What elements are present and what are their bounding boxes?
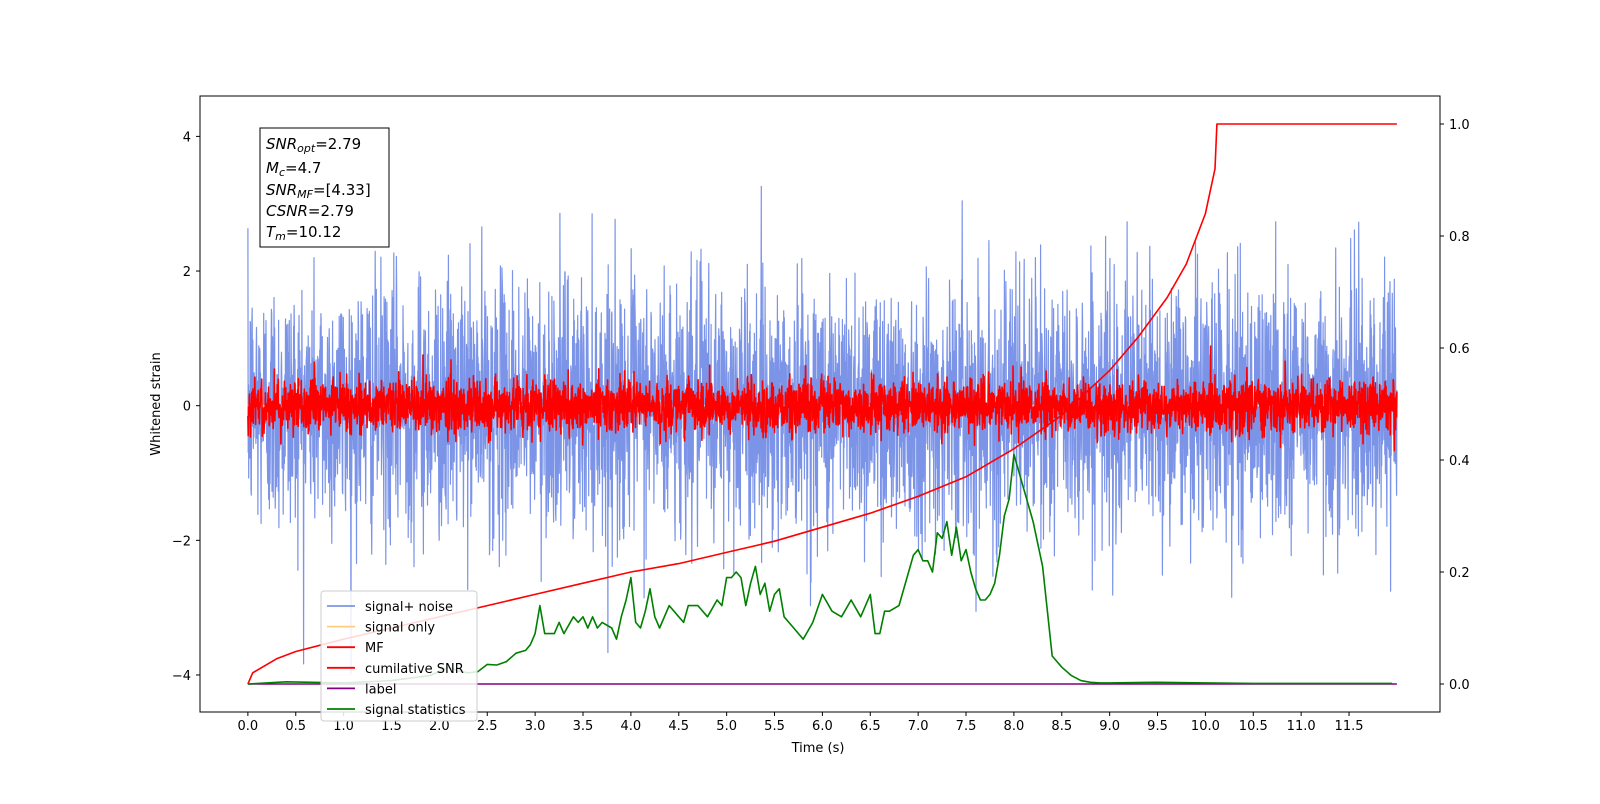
x-tick-label: 1.0 [333, 719, 354, 734]
info-tm: Tm=10.12 [266, 223, 341, 243]
x-tick-label: 10.5 [1239, 719, 1268, 734]
legend-label: signal statistics [365, 703, 466, 718]
info-box: SNRopt=2.79 Mc=4.7 SNRMF=[4.33] CSNR=2.7… [259, 127, 390, 248]
y-left-tick-label: 2 [183, 265, 191, 280]
x-tick-label: 3.5 [573, 719, 594, 734]
y-left-tick-label: 4 [183, 130, 191, 145]
x-tick-label: 11.0 [1287, 719, 1316, 734]
legend-label: label [365, 682, 396, 697]
y-axis-right-ticks: 0.0 0.2 0.4 0.6 0.8 1.0 [1440, 118, 1470, 693]
x-tick-label: 4.5 [668, 719, 689, 734]
info-csnr: CSNR=2.79 [266, 202, 354, 220]
y-right-tick-label: 1.0 [1449, 118, 1470, 133]
x-tick-label: 9.0 [1099, 719, 1120, 734]
info-box-frame [259, 127, 390, 248]
x-tick-label: 0.0 [238, 719, 259, 734]
x-tick-label: 6.5 [860, 719, 881, 734]
legend-label: MF [365, 641, 384, 656]
x-tick-label: 7.0 [908, 719, 929, 734]
axes-frame [199, 95, 1441, 713]
x-tick-label: 8.5 [1051, 719, 1072, 734]
x-tick-label: 5.5 [764, 719, 785, 734]
y-left-tick-label: −4 [172, 669, 191, 684]
x-tick-label: 8.0 [1004, 719, 1025, 734]
x-axis-ticks: 0.0 0.5 1.0 1.5 2.0 2.5 3.0 3.5 4.0 4.5 5.0 5.5 6.0 6… [238, 712, 1364, 734]
x-tick-label: 2.0 [429, 719, 450, 734]
y-right-tick-label: 0.6 [1449, 342, 1470, 357]
info-mc: Mc=4.7 [266, 159, 321, 179]
legend-label: signal+ noise [365, 600, 453, 615]
x-axis-label: Time (s) [791, 741, 845, 756]
x-tick-label: 0.5 [285, 719, 306, 734]
y-left-tick-label: −2 [172, 534, 191, 549]
legend-frame [320, 590, 478, 722]
y-right-tick-label: 0.8 [1449, 230, 1470, 245]
x-tick-label: 4.0 [621, 719, 642, 734]
info-snr-opt: SNRopt=2.79 [266, 135, 361, 155]
legend: signal+ noise signal only MF cumilative SNR… [320, 590, 478, 722]
y-right-tick-label: 0.4 [1449, 454, 1470, 469]
info-snr-mf: SNRMF=[4.33] [266, 181, 371, 201]
x-tick-label: 11.5 [1335, 719, 1364, 734]
x-tick-label: 5.0 [716, 719, 737, 734]
y-left-tick-label: 0 [183, 400, 191, 415]
y-right-tick-label: 0.2 [1449, 566, 1470, 581]
x-tick-label: 2.5 [477, 719, 498, 734]
y-axis-left-ticks: −4 −2 0 2 4 [172, 130, 200, 684]
x-tick-label: 7.5 [956, 719, 977, 734]
x-tick-label: 1.5 [381, 719, 402, 734]
y-right-tick-label: 0.0 [1449, 678, 1470, 693]
x-tick-label: 3.0 [525, 719, 546, 734]
series-line-signal-noise [247, 185, 1398, 675]
x-tick-label: 10.0 [1191, 719, 1220, 734]
series-line-mf [247, 345, 1398, 452]
x-tick-label: 6.0 [812, 719, 833, 734]
x-tick-label: 9.5 [1147, 719, 1168, 734]
series-line-signal-statistics [247, 453, 1393, 685]
y-axis-label: Whitened strain [149, 352, 164, 455]
legend-label: signal only [365, 621, 435, 636]
legend-label: cumilative SNR [365, 662, 464, 677]
